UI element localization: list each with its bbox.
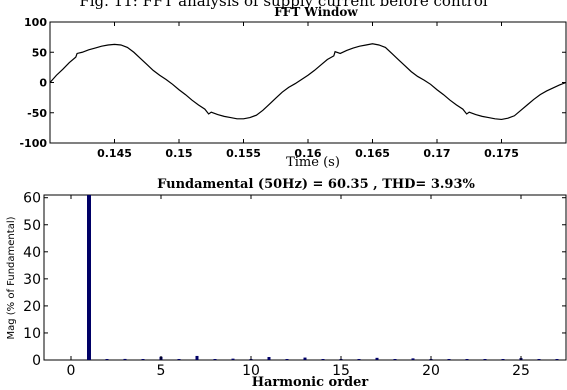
waveform-y-tick-label: -100 [19, 137, 47, 150]
waveform-y-tick-label: 50 [32, 46, 48, 59]
waveform-x-tick-label: 0.17 [423, 147, 450, 160]
harmonic-bar-6 [177, 359, 181, 360]
harmonic-bar-11 [267, 357, 271, 360]
waveform-y-tick-label: 100 [24, 16, 47, 29]
harmonic-bar-2 [105, 359, 109, 360]
waveform-x-tick-label: 0.165 [355, 147, 390, 160]
harmonic-bar-16 [357, 359, 361, 360]
spectrum-y-axis-label: Mag (% of Fundamental) [6, 216, 17, 339]
harmonic-bar-23 [483, 359, 487, 360]
figure-caption: Fig. 11: FFT analysis of supply current … [79, 0, 488, 10]
waveform-x-axis-label: Time (s) [286, 155, 340, 170]
spectrum-x-tick-label: 0 [67, 363, 76, 379]
waveform-y-tick-label: 0 [39, 77, 47, 90]
waveform-y-tick-label: -50 [27, 107, 47, 120]
harmonic-bar-4 [141, 359, 145, 360]
waveform-x-tick-label: 0.145 [97, 147, 132, 160]
waveform-x-tick-label: 0.175 [484, 147, 519, 160]
spectrum-x-tick-label: 10 [242, 363, 260, 379]
harmonic-bar-27 [555, 359, 559, 360]
spectrum-x-tick-label: 5 [157, 363, 166, 379]
harmonic-bar-9 [231, 358, 235, 360]
waveform-chart-title: FFT Window [274, 5, 358, 19]
harmonic-bar-3 [123, 358, 127, 360]
harmonic-bar-22 [465, 359, 469, 360]
harmonic-bar-19 [411, 358, 415, 360]
spectrum-y-tick-label: 60 [23, 191, 41, 207]
harmonic-bar-12 [285, 359, 289, 360]
spectrum-plot-frame [43, 194, 567, 361]
harmonic-bar-14 [321, 359, 325, 360]
harmonic-bar-26 [537, 359, 541, 360]
harmonic-bar-8 [213, 359, 217, 360]
spectrum-y-tick-label: 30 [23, 272, 41, 288]
spectrum-x-tick-label: 15 [332, 363, 350, 379]
harmonic-bar-17 [375, 357, 379, 360]
harmonic-spectrum-chart: Fundamental (50Hz) = 60.35 , THD= 3.93% … [6, 177, 567, 390]
waveform-chart: FFT Window 0.145 0.15 0.155 0.16 0.165 0.17 0.… [19, 5, 567, 170]
spectrum-y-tick-label: 50 [23, 218, 41, 234]
spectrum-y-tick-label: 20 [23, 299, 41, 315]
harmonic-bar-24 [501, 359, 505, 360]
spectrum-x-axis-label: Harmonic order [252, 375, 369, 390]
spectrum-y-tick-label: 40 [23, 245, 41, 261]
harmonic-bar-21 [447, 359, 451, 360]
waveform-plot-frame [49, 21, 567, 144]
waveform-x-tick-label: 0.15 [165, 147, 192, 160]
waveform-x-tick-label: 0.16 [294, 147, 321, 160]
waveform-x-tick-label: 0.155 [226, 147, 261, 160]
harmonic-bar-1 [87, 195, 91, 360]
harmonic-bar-13 [303, 357, 307, 360]
spectrum-x-tick-label: 25 [512, 363, 530, 379]
harmonic-bar-7 [195, 355, 199, 360]
spectrum-chart-title: Fundamental (50Hz) = 60.35 , THD= 3.93% [157, 177, 475, 192]
waveform-series-line [49, 43, 567, 121]
spectrum-y-tick-label: 10 [23, 326, 41, 342]
harmonic-bar-18 [393, 359, 397, 360]
spectrum-y-tick-label: 0 [32, 353, 41, 369]
spectrum-x-tick-label: 20 [422, 363, 440, 379]
